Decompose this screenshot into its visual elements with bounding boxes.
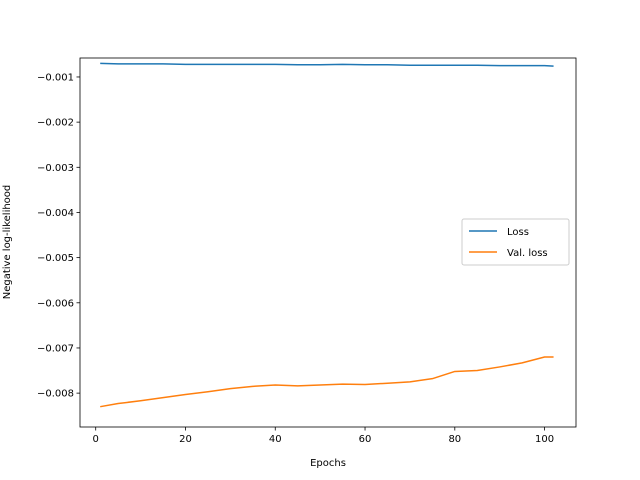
y-tick-label: −0.003 xyxy=(37,163,74,174)
x-tick-label: 100 xyxy=(535,434,554,445)
y-tick-label: −0.007 xyxy=(37,343,74,354)
y-tick-label: −0.001 xyxy=(37,72,74,83)
x-axis-label: Epochs xyxy=(310,458,346,469)
series-line-val-loss xyxy=(100,356,554,408)
y-tick-label: −0.006 xyxy=(37,298,74,309)
x-tick-label: 40 xyxy=(269,434,282,445)
x-tick-label: 80 xyxy=(448,434,461,445)
legend-label-val-loss: Val. loss xyxy=(507,248,548,259)
plot-lines xyxy=(100,62,554,408)
legend: Loss Val. loss xyxy=(461,218,570,266)
y-tick-label: −0.004 xyxy=(37,208,74,219)
y-tick-label: −0.002 xyxy=(37,118,74,129)
y-tick-label: −0.005 xyxy=(37,253,74,264)
plot-frame xyxy=(79,57,577,428)
y-axis: −0.001 −0.002 −0.003 −0.004 −0.005 −0.006 −0.0… xyxy=(37,72,80,400)
series-line-loss xyxy=(100,62,554,67)
y-tick-label: −0.008 xyxy=(37,389,74,400)
x-tick-label: 60 xyxy=(359,434,372,445)
x-tick-label: 20 xyxy=(179,434,192,445)
legend-label-loss: Loss xyxy=(507,227,529,238)
y-axis-label: Negative log-likelihood xyxy=(2,185,13,300)
x-tick-label: 0 xyxy=(93,434,99,445)
x-axis: 0 20 40 60 80 100 xyxy=(93,427,554,445)
